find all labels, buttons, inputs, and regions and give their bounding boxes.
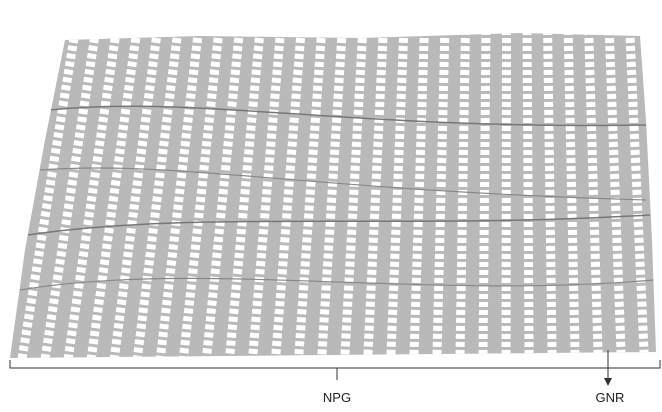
pore-row — [409, 33, 429, 358]
pore-row — [386, 33, 409, 358]
pore-row — [543, 33, 557, 358]
pore-row — [563, 33, 580, 358]
wrinkle — [19, 277, 655, 291]
wrinkle — [39, 167, 647, 201]
wrinkle — [49, 105, 647, 127]
pore-row — [363, 33, 388, 358]
pore-row — [478, 33, 491, 358]
pore-row — [432, 33, 450, 358]
pore-row — [17, 33, 80, 358]
pore-row — [455, 33, 470, 358]
pore-row — [522, 33, 534, 358]
bracket — [9, 360, 661, 369]
pore-row — [604, 33, 626, 358]
pore-row — [584, 33, 603, 358]
pore-row — [625, 33, 649, 358]
mesh-sheet — [10, 33, 656, 358]
gnr-label: GNR — [596, 390, 625, 405]
wrinkle — [27, 214, 651, 236]
arrow-head — [604, 378, 612, 386]
mesh-stripes — [17, 33, 649, 358]
npg-label: NPG — [323, 390, 351, 405]
